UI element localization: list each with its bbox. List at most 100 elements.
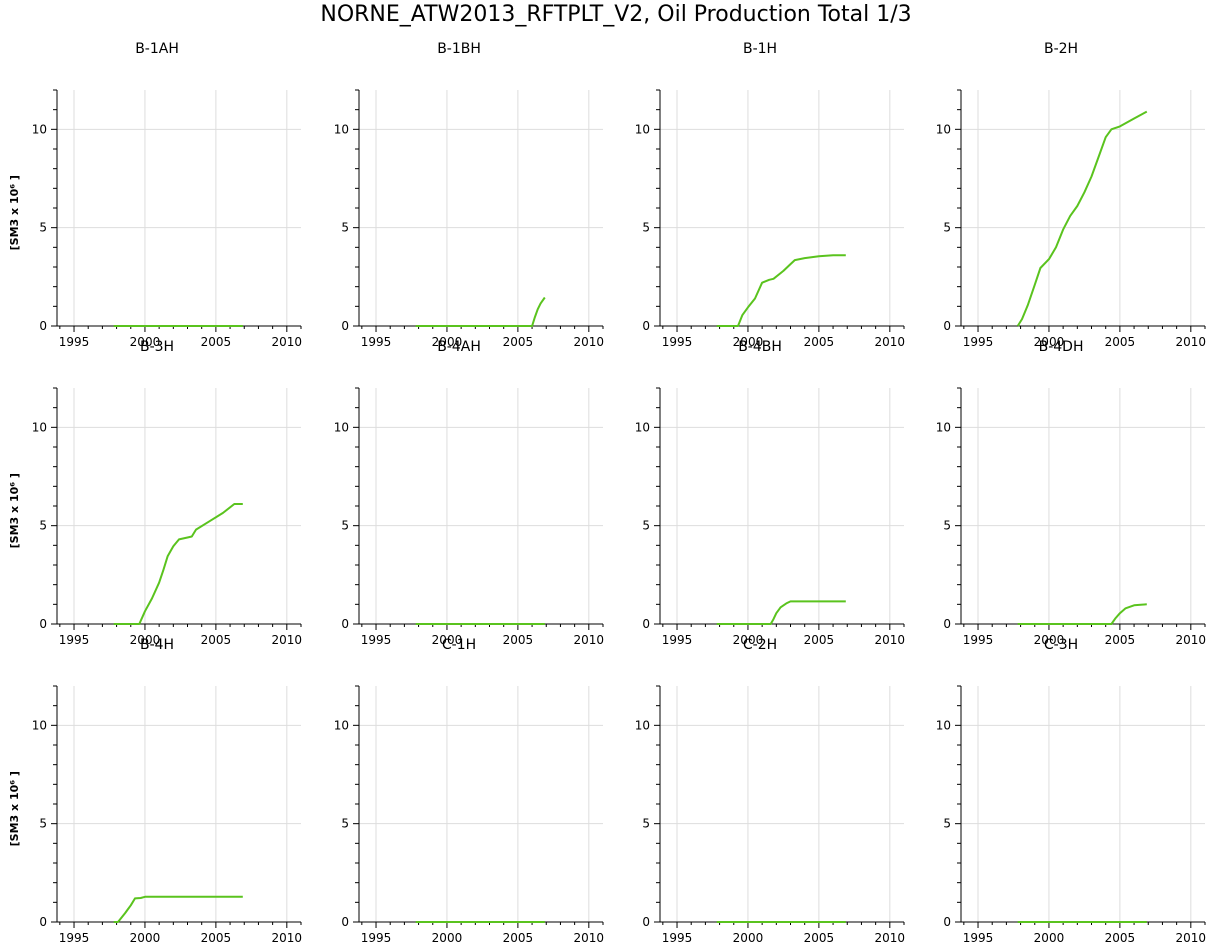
y-tick-label: 5 — [341, 817, 349, 831]
y-tick-label: 5 — [39, 519, 47, 533]
x-tick-label: 1995 — [662, 335, 693, 349]
subplot-title: B-1H — [743, 41, 777, 57]
subplot-title: C-1H — [442, 637, 476, 653]
y-tick-label: 5 — [642, 221, 650, 235]
subplot-title: B-4AH — [437, 339, 481, 355]
y-tick-label: 0 — [943, 915, 951, 929]
x-tick-label: 2010 — [1176, 633, 1207, 647]
x-tick-label: 2000 — [733, 335, 764, 349]
x-tick-label: 2000 — [432, 335, 463, 349]
subplot-title: B-1AH — [135, 41, 179, 57]
x-tick-label: 2010 — [574, 633, 605, 647]
y-tick-label: 10 — [32, 718, 47, 732]
figure-title: NORNE_ATW2013_RFTPLT_V2, Oil Production … — [320, 2, 912, 27]
x-tick-label: 2005 — [503, 335, 534, 349]
series-line — [716, 600, 846, 625]
subplot-title: B-4DH — [1039, 339, 1084, 355]
y-axis-label: [SM3 x 10⁶ ] — [8, 473, 21, 548]
y-tick-label: 5 — [943, 817, 951, 831]
y-tick-label: 0 — [39, 617, 47, 631]
series-line — [113, 503, 243, 625]
y-tick-label: 0 — [642, 915, 650, 929]
y-tick-label: 5 — [39, 221, 47, 235]
x-tick-label: 1995 — [662, 931, 693, 945]
y-tick-label: 10 — [334, 122, 349, 136]
series-line — [716, 254, 846, 327]
y-tick-label: 0 — [341, 617, 349, 631]
y-tick-label: 0 — [642, 617, 650, 631]
subplot-b-2h: 0 5 10 1995 2000 2005 2010 B-2H — [936, 41, 1206, 349]
x-tick-label: 2005 — [804, 931, 835, 945]
y-tick-label: 5 — [642, 519, 650, 533]
x-tick-label: 2000 — [130, 335, 161, 349]
subplot-b-4dh: 0 5 10 1995 2000 2005 2010 B-4DH — [936, 339, 1206, 647]
y-tick-label: 0 — [642, 319, 650, 333]
y-tick-label: 5 — [943, 519, 951, 533]
x-tick-label: 2010 — [272, 633, 303, 647]
subplot-title: C-2H — [743, 637, 777, 653]
y-tick-label: 10 — [936, 122, 951, 136]
x-tick-label: 2005 — [201, 335, 232, 349]
subplot-b-1bh: 0 5 10 1995 2000 2005 2010 B-1BH — [334, 41, 604, 349]
subplot-c-2h: 0 5 10 1995 2000 2005 2010 C-2H — [635, 637, 905, 945]
y-tick-label: 0 — [341, 915, 349, 929]
x-tick-label: 1995 — [361, 931, 392, 945]
x-tick-label: 1995 — [59, 633, 90, 647]
subplot-title: C-3H — [1044, 637, 1078, 653]
y-tick-label: 10 — [334, 718, 349, 732]
subplot-b-4h: 0 5 10 1995 2000 2005 2010 B-4H [SM3 x 10⁶ ] — [8, 637, 302, 945]
subplot-title: B-4H — [140, 637, 174, 653]
x-tick-label: 1995 — [59, 931, 90, 945]
y-tick-label: 5 — [943, 221, 951, 235]
x-tick-label: 2010 — [1176, 335, 1207, 349]
x-tick-label: 2000 — [733, 931, 764, 945]
x-tick-label: 2000 — [1034, 931, 1065, 945]
x-tick-label: 2005 — [804, 633, 835, 647]
x-tick-label: 2000 — [130, 931, 161, 945]
y-tick-label: 5 — [642, 817, 650, 831]
y-tick-label: 5 — [39, 817, 47, 831]
x-tick-label: 1995 — [963, 931, 994, 945]
subplot-b-3h: 0 5 10 1995 2000 2005 2010 B-3H [SM3 x 10⁶ ] — [8, 339, 302, 647]
x-tick-label: 2005 — [503, 633, 534, 647]
x-tick-label: 2005 — [201, 633, 232, 647]
subplot-b-1h: 0 5 10 1995 2000 2005 2010 B-1H — [635, 41, 905, 349]
y-tick-label: 10 — [334, 420, 349, 434]
x-tick-label: 1995 — [963, 633, 994, 647]
subplot-b-1ah: 0 5 10 1995 2000 2005 2010 B-1AH [SM3 x 10⁶ ] — [8, 41, 302, 349]
y-tick-label: 10 — [635, 718, 650, 732]
subplot-b-4bh: 0 5 10 1995 2000 2005 2010 B-4BH — [635, 339, 905, 647]
x-tick-label: 2000 — [432, 931, 463, 945]
y-tick-label: 5 — [341, 221, 349, 235]
x-tick-label: 2005 — [503, 931, 534, 945]
series-line — [113, 895, 243, 923]
x-tick-label: 2000 — [432, 633, 463, 647]
y-tick-label: 5 — [341, 519, 349, 533]
x-tick-label: 2005 — [804, 335, 835, 349]
y-tick-label: 0 — [341, 319, 349, 333]
x-tick-label: 2010 — [1176, 931, 1207, 945]
y-tick-label: 0 — [943, 319, 951, 333]
series-line — [1017, 603, 1147, 625]
y-tick-label: 0 — [943, 617, 951, 631]
x-tick-label: 2010 — [875, 931, 906, 945]
y-axis-label: [SM3 x 10⁶ ] — [8, 771, 21, 846]
x-tick-label: 2010 — [875, 335, 906, 349]
x-tick-label: 2000 — [1034, 335, 1065, 349]
y-tick-label: 10 — [32, 122, 47, 136]
subplot-title: B-2H — [1044, 41, 1078, 57]
y-tick-label: 10 — [635, 122, 650, 136]
x-tick-label: 1995 — [361, 335, 392, 349]
y-tick-label: 10 — [936, 420, 951, 434]
x-tick-label: 2000 — [130, 633, 161, 647]
y-tick-label: 10 — [635, 420, 650, 434]
x-tick-label: 2005 — [201, 931, 232, 945]
x-tick-label: 2010 — [875, 633, 906, 647]
x-tick-label: 1995 — [963, 335, 994, 349]
y-axis-label: [SM3 x 10⁶ ] — [8, 175, 21, 250]
x-tick-label: 1995 — [662, 633, 693, 647]
y-tick-label: 10 — [32, 420, 47, 434]
x-tick-label: 2010 — [272, 335, 303, 349]
x-tick-label: 2005 — [1105, 633, 1136, 647]
